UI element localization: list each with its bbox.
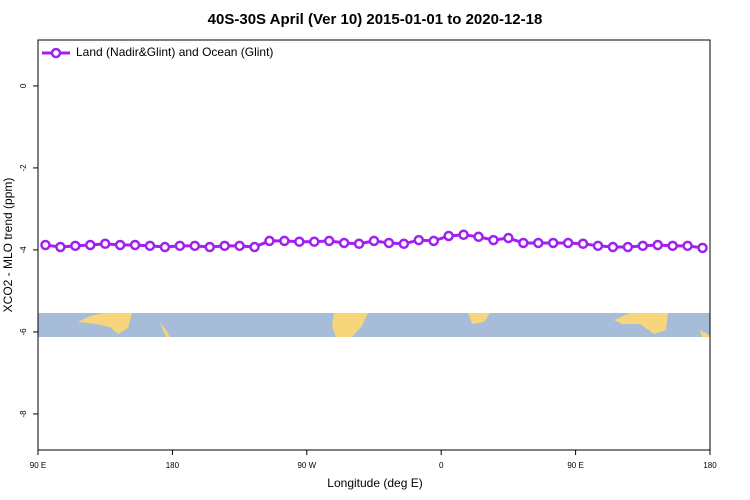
map-band bbox=[38, 313, 710, 337]
series-point bbox=[443, 230, 454, 242]
y-tick-label: -8 bbox=[19, 410, 28, 418]
series-point bbox=[533, 237, 544, 249]
series-point bbox=[682, 240, 693, 252]
ocean bbox=[38, 313, 710, 337]
legend-marker bbox=[50, 47, 62, 59]
series-point bbox=[85, 239, 96, 251]
series-point bbox=[637, 240, 649, 252]
x-tick-label: 90 W bbox=[297, 461, 316, 470]
series-point bbox=[488, 234, 499, 246]
land bbox=[468, 313, 490, 324]
series-point bbox=[547, 237, 559, 249]
series-point bbox=[144, 240, 156, 252]
plot-frame bbox=[37, 39, 711, 451]
y-tick-label: 0 bbox=[19, 83, 28, 88]
series-point bbox=[353, 238, 365, 250]
series-point bbox=[607, 241, 619, 253]
x-tick-label: 90 E bbox=[30, 461, 46, 470]
series-point bbox=[129, 239, 141, 251]
chart-title: 40S-30S April (Ver 10) 2015-01-01 to 202… bbox=[208, 11, 543, 28]
series-point bbox=[398, 238, 410, 250]
series-point bbox=[413, 234, 425, 246]
series-point bbox=[294, 236, 305, 247]
series-point bbox=[189, 240, 201, 252]
series-point bbox=[697, 242, 708, 254]
y-tick-label: -4 bbox=[19, 246, 28, 254]
series-point bbox=[518, 237, 529, 249]
series-point bbox=[159, 241, 171, 253]
series-point bbox=[114, 239, 126, 251]
x-tick-label: 90 E bbox=[567, 461, 583, 470]
y-tick-label: -2 bbox=[19, 164, 28, 172]
land bbox=[614, 313, 668, 334]
series-point bbox=[174, 240, 186, 252]
land bbox=[160, 322, 170, 337]
series-point bbox=[577, 238, 589, 250]
series-point bbox=[323, 235, 335, 247]
series-point bbox=[234, 240, 245, 252]
series-point bbox=[667, 240, 678, 252]
series-point bbox=[458, 229, 469, 240]
x-tick-label: 180 bbox=[703, 461, 717, 470]
series-point bbox=[279, 235, 290, 247]
land bbox=[700, 330, 710, 337]
series-point bbox=[562, 237, 574, 249]
series-point bbox=[368, 235, 380, 247]
series-point bbox=[249, 241, 260, 253]
series-point bbox=[338, 237, 350, 249]
legend-label: Land (Nadir&Glint) and Ocean (Glint) bbox=[76, 45, 273, 59]
series-point bbox=[652, 239, 663, 251]
series-point bbox=[99, 238, 111, 250]
series-point bbox=[473, 231, 484, 243]
x-tick-label: 0 bbox=[439, 461, 444, 470]
series-point bbox=[40, 239, 51, 251]
x-axis-label: Longitude (deg E) bbox=[327, 476, 422, 490]
series-point bbox=[55, 241, 66, 253]
y-tick-label: -6 bbox=[19, 328, 28, 336]
series-point bbox=[428, 235, 439, 247]
series-point bbox=[70, 240, 81, 252]
series-point bbox=[592, 240, 604, 252]
series-point bbox=[383, 237, 395, 249]
y-axis-label: XCO2 - MLO trend (ppm) bbox=[1, 178, 15, 313]
land bbox=[78, 313, 132, 334]
series-point bbox=[204, 241, 215, 253]
series-point bbox=[622, 241, 634, 253]
series-point bbox=[264, 235, 275, 247]
series-point bbox=[219, 240, 230, 252]
series-point bbox=[503, 232, 514, 244]
series-point bbox=[309, 236, 320, 247]
x-tick-label: 180 bbox=[166, 461, 180, 470]
land bbox=[332, 313, 368, 337]
